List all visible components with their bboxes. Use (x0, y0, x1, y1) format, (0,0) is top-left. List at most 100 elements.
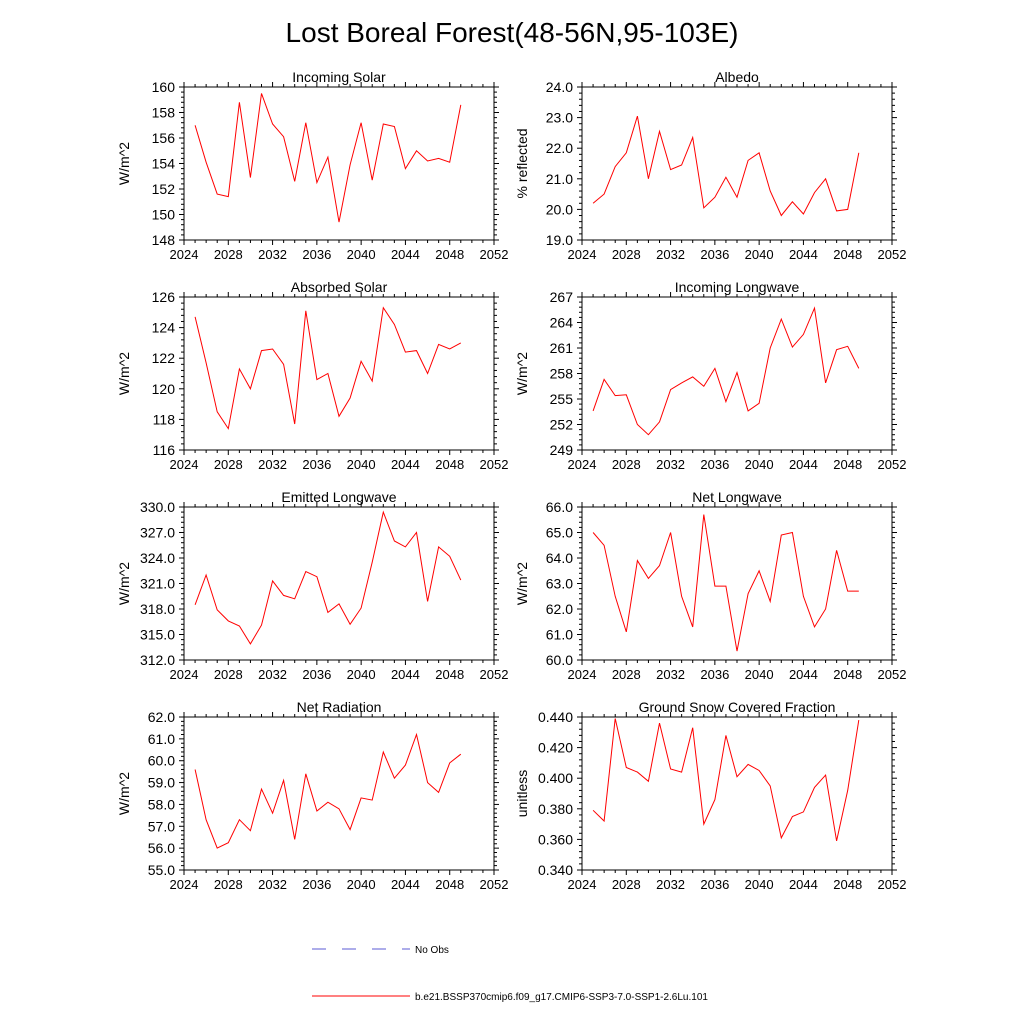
series-line (194, 93, 462, 223)
x-tick-label: 2048 (435, 877, 464, 892)
y-tick-label: 315.0 (140, 627, 175, 643)
x-tick-label: 2048 (435, 667, 464, 682)
panel-net-radiation: Net Radiation W/m^2 2024 2028 2032 2036 2040 20… (116, 699, 508, 892)
x-tick-label: 2044 (789, 247, 818, 262)
y-tick-label: 330.0 (140, 499, 175, 515)
x-tick-label: 2036 (700, 457, 729, 472)
x-tick-label: 2028 (214, 457, 243, 472)
y-axis-label: W/m^2 (514, 352, 530, 395)
x-tick-label: 2024 (568, 667, 597, 682)
y-tick-label: 19.0 (546, 232, 573, 248)
series-line (194, 306, 462, 430)
y-tick-label: 63.0 (546, 576, 573, 592)
x-tick-label: 2036 (700, 877, 729, 892)
plot-frame (183, 86, 495, 241)
y-tick-label: 22.0 (546, 140, 573, 156)
y-tick-label: 0.380 (538, 801, 573, 817)
y-axis-label: % reflected (514, 128, 530, 198)
y-axis-label: W/m^2 (116, 562, 132, 605)
y-tick-label: 264 (550, 315, 574, 331)
series-line (194, 510, 462, 645)
y-tick-label: 152 (152, 181, 176, 197)
y-axis-label: unitless (514, 770, 530, 817)
x-tick-label: 2024 (170, 877, 199, 892)
x-tick-label: 2032 (656, 247, 685, 262)
y-tick-label: 21.0 (546, 171, 573, 187)
panel-grid: Incoming Solar W/m^2 2024 2028 2032 2036 2040 2… (116, 69, 906, 892)
y-tick-label: 56.0 (148, 840, 175, 856)
x-tick-label: 2040 (745, 457, 774, 472)
y-tick-label: 327.0 (140, 525, 175, 541)
y-tick-label: 267 (550, 289, 574, 305)
x-tick-label: 2048 (833, 247, 862, 262)
plot-frame (183, 296, 495, 451)
y-tick-label: 154 (152, 156, 176, 172)
x-tick-label: 2024 (568, 247, 597, 262)
x-tick-label: 2044 (789, 457, 818, 472)
legend-label-no-obs: No Obs (415, 945, 449, 956)
x-tick-label: 2032 (656, 667, 685, 682)
series-line (194, 732, 462, 849)
y-tick-label: 120 (152, 381, 176, 397)
y-tick-label: 65.0 (546, 525, 573, 541)
x-tick-label: 2028 (214, 247, 243, 262)
x-tick-label: 2044 (789, 667, 818, 682)
panel-emitted-longwave: Emitted Longwave W/m^2 2024 2028 2032 2036 204… (116, 489, 508, 682)
y-tick-label: 0.420 (538, 740, 573, 756)
x-tick-label: 2052 (480, 247, 509, 262)
x-tick-label: 2036 (302, 457, 331, 472)
x-tick-label: 2040 (745, 247, 774, 262)
x-tick-label: 2036 (700, 247, 729, 262)
series-line (592, 514, 859, 652)
y-tick-label: 59.0 (148, 775, 175, 791)
x-tick-label: 2024 (170, 667, 199, 682)
y-axis-label: W/m^2 (514, 562, 530, 605)
y-tick-label: 324.0 (140, 550, 175, 566)
y-tick-label: 118 (153, 411, 176, 427)
x-tick-label: 2024 (170, 247, 199, 262)
panel-albedo: Albedo % reflected 2024 2028 2032 2036 2040 204… (514, 69, 906, 262)
x-tick-label: 2040 (347, 667, 376, 682)
plot-frame (183, 506, 495, 661)
y-tick-label: 61.0 (148, 731, 175, 747)
y-tick-label: 255 (550, 391, 574, 407)
y-tick-label: 60.0 (148, 753, 175, 769)
y-axis-label: W/m^2 (116, 352, 132, 395)
x-tick-label: 2048 (833, 667, 862, 682)
x-tick-label: 2036 (302, 877, 331, 892)
panel-title: Albedo (715, 69, 759, 85)
y-tick-label: 24.0 (546, 79, 573, 95)
y-tick-label: 318.0 (140, 601, 175, 617)
y-tick-label: 126 (152, 289, 176, 305)
panel-title: Emitted Longwave (281, 489, 396, 505)
x-tick-label: 2032 (258, 877, 287, 892)
y-tick-label: 20.0 (546, 201, 573, 217)
y-tick-label: 64.0 (546, 550, 573, 566)
x-tick-label: 2032 (656, 877, 685, 892)
x-tick-label: 2028 (612, 457, 641, 472)
y-tick-label: 62.0 (546, 601, 573, 617)
y-tick-label: 158 (152, 105, 176, 121)
x-tick-label: 2028 (612, 247, 641, 262)
panel-title: Net Longwave (692, 489, 782, 505)
y-tick-label: 61.0 (546, 627, 573, 643)
x-tick-label: 2040 (745, 667, 774, 682)
y-tick-label: 252 (550, 417, 574, 433)
panel-incoming-longwave: Incoming Longwave W/m^2 2024 2028 2032 2036 20… (514, 279, 906, 472)
y-tick-label: 249 (550, 442, 574, 458)
y-tick-label: 23.0 (546, 110, 573, 126)
y-tick-label: 60.0 (546, 652, 573, 668)
x-tick-label: 2048 (833, 877, 862, 892)
y-tick-label: 62.0 (148, 709, 175, 725)
panel-incoming-solar: Incoming Solar W/m^2 2024 2028 2032 2036 2040 2… (116, 69, 508, 262)
x-tick-label: 2024 (568, 877, 597, 892)
x-tick-label: 2052 (480, 457, 509, 472)
plot-frame (183, 716, 495, 871)
y-tick-label: 57.0 (148, 818, 175, 834)
y-tick-label: 0.400 (538, 770, 573, 786)
x-tick-label: 2040 (347, 457, 376, 472)
x-tick-label: 2040 (347, 247, 376, 262)
x-tick-label: 2048 (435, 457, 464, 472)
x-tick-label: 2036 (302, 667, 331, 682)
